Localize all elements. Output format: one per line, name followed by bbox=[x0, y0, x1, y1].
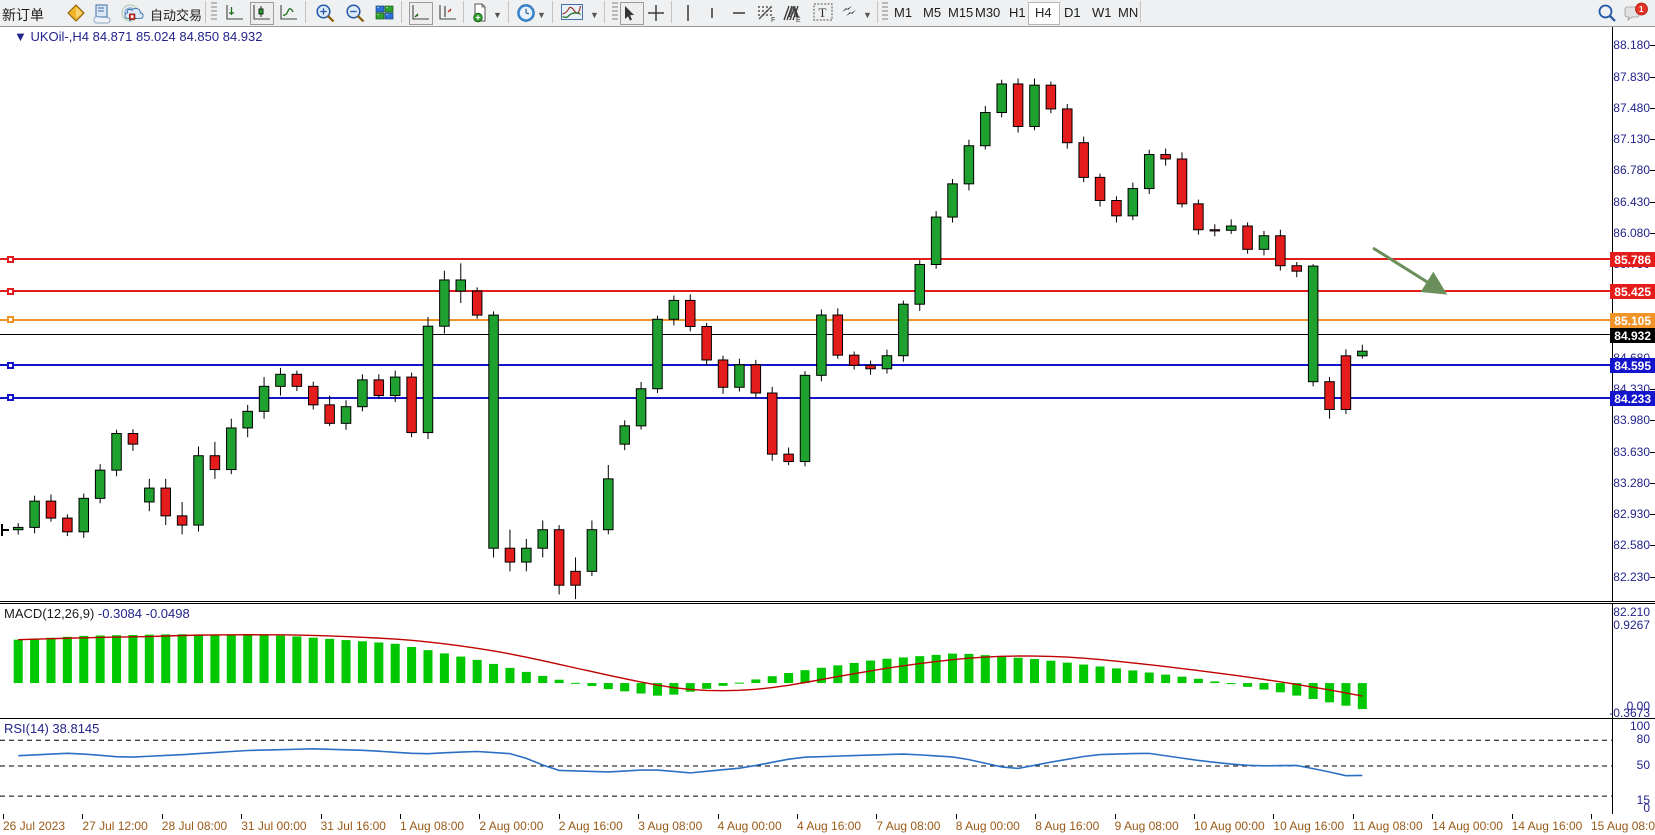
svg-text:1: 1 bbox=[1639, 5, 1644, 14]
svg-text:F: F bbox=[771, 17, 775, 24]
svg-text:T: T bbox=[819, 5, 827, 20]
